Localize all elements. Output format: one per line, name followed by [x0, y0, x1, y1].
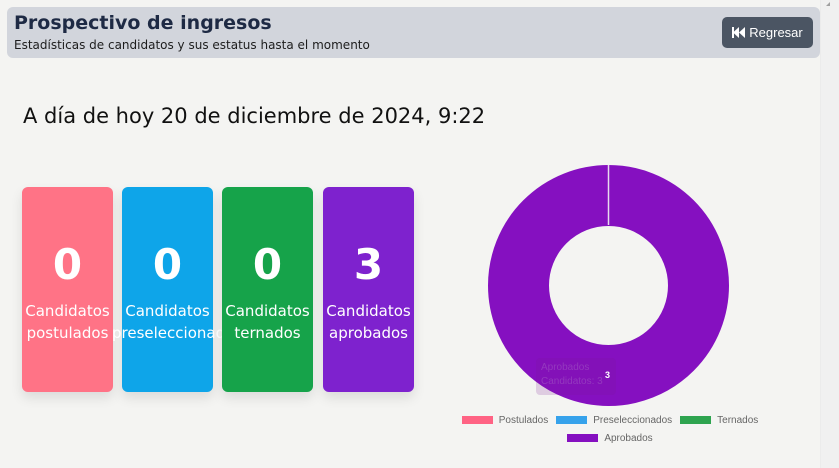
legend-label: Preseleccionados — [593, 414, 673, 426]
legend-swatch — [567, 434, 599, 442]
chart-legend: Postulados Preseleccionados Ternados Apr… — [440, 411, 780, 447]
card-label-line2: postulados — [26, 324, 109, 342]
legend-item-preseleccionados[interactable]: Preseleccionados — [556, 415, 672, 426]
doughnut-svg — [488, 165, 729, 406]
card-label-line1: Candidatos — [326, 302, 411, 320]
card-label-line2: preseleccionados — [112, 324, 243, 342]
legend-label: Postulados — [498, 414, 549, 426]
page-subtitle: Estadísticas de candidatos y sus estatus… — [14, 38, 370, 52]
card-label: Candidatos aprobados — [313, 300, 424, 344]
page-header: Prospectivo de ingresos Estadísticas de … — [7, 7, 820, 58]
legend-item-postulados[interactable]: Postulados — [461, 414, 549, 426]
card-value: 0 — [152, 240, 183, 289]
card-label: Candidatos postulados — [12, 300, 123, 344]
legend-swatch — [556, 416, 588, 424]
card-aprobados: 3 Candidatos aprobados — [323, 187, 414, 392]
card-ternados: 0 Candidatos ternados — [222, 187, 313, 392]
card-label-line2: ternados — [234, 324, 301, 342]
legend-row: Postulados Preseleccionados Ternados — [440, 411, 780, 429]
scroll-up-icon[interactable] — [826, 2, 830, 6]
card-label-line1: Candidatos — [125, 302, 210, 320]
slice-value-label: 3 — [605, 370, 611, 380]
legend-swatch — [680, 416, 712, 424]
card-value: 0 — [52, 240, 83, 289]
legend-label: Aprobados — [604, 432, 653, 444]
current-date: A día de hoy 20 de diciembre de 2024, 9:… — [23, 104, 486, 128]
card-label: Candidatos ternados — [212, 300, 323, 344]
card-postulados: 0 Candidatos postulados — [22, 187, 113, 392]
back-button[interactable]: Regresar — [722, 17, 813, 48]
card-value: 0 — [252, 240, 283, 289]
card-label-line1: Candidatos — [225, 302, 310, 320]
legend-label: Ternados — [717, 414, 759, 426]
vertical-scrollbar[interactable] — [820, 0, 839, 468]
back-button-label: Regresar — [749, 25, 803, 40]
legend-item-aprobados[interactable]: Aprobados — [567, 432, 653, 444]
tooltip-title: Aprobados — [541, 362, 590, 373]
legend-row: Aprobados — [440, 429, 780, 447]
card-label: Candidatos preseleccionados — [112, 300, 243, 344]
tooltip-body: Candidatos: 3 — [541, 376, 603, 387]
card-label-line1: Candidatos — [25, 302, 110, 320]
legend-swatch — [461, 416, 493, 424]
legend-item-ternados[interactable]: Ternados — [680, 415, 758, 426]
card-label-line2: aprobados — [329, 324, 408, 342]
page-title: Prospectivo de ingresos — [14, 12, 272, 34]
fast-backward-icon — [732, 27, 746, 38]
card-preseleccionados: 0 Candidatos preseleccionados — [112, 187, 242, 392]
card-value: 3 — [353, 240, 384, 289]
doughnut-chart[interactable] — [488, 165, 729, 406]
chart-tooltip: Aprobados Candidatos: 3 — [536, 358, 616, 395]
page: Prospectivo de ingresos Estadísticas de … — [7, 7, 820, 447]
